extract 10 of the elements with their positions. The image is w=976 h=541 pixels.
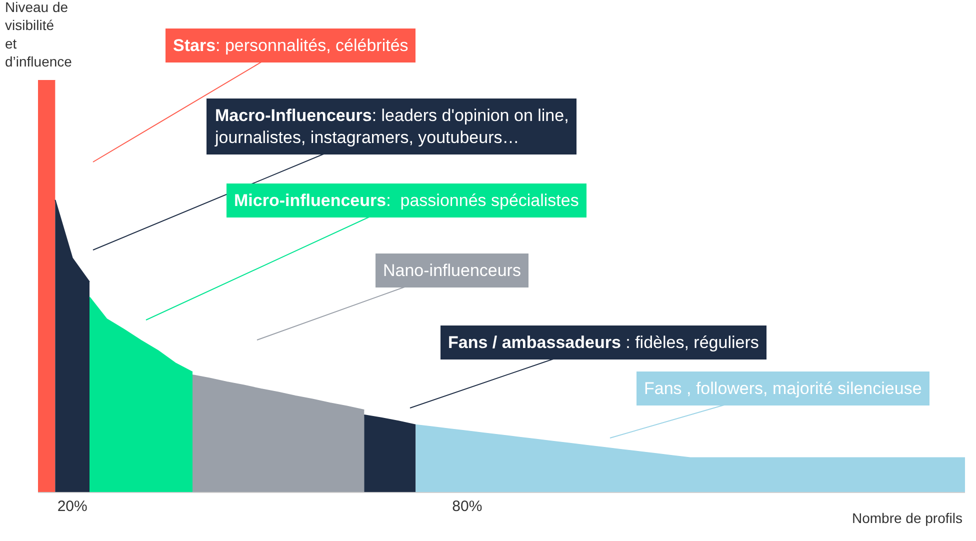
text: Stars: personnalités, célébrités — [173, 36, 408, 55]
text: Macro-Influenceurs: leaders d'opinion on line, journalistes, instagramers, youtubeurs… — [214, 106, 569, 148]
x-tick-label: 80% — [452, 498, 482, 515]
x-tick-label: 20% — [57, 498, 88, 515]
y-axis-title: Niveau de visibilité et d’influence — [5, 0, 72, 70]
text: Fans , followers, majorité silencieuse — [644, 379, 922, 398]
x-axis-title: Nombre de profils — [852, 510, 962, 526]
text: Fans / ambassadeurs : fidèles, réguliers — [448, 333, 759, 352]
text: Micro-influenceurs: passionnés spécialistes — [234, 191, 579, 210]
text: Nano-influenceurs — [383, 261, 521, 280]
